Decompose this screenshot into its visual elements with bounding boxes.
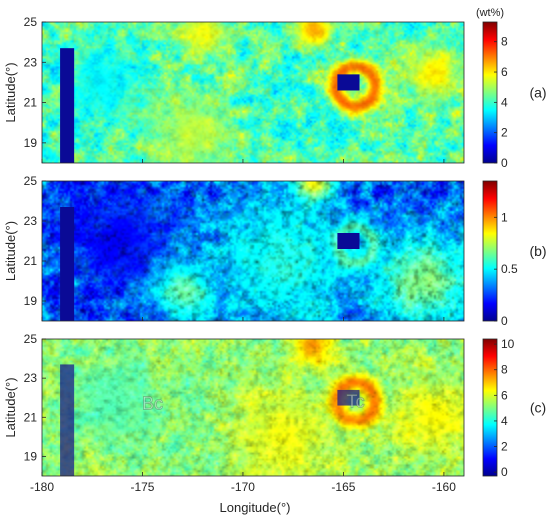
colorbar-gradient <box>482 180 498 322</box>
colorbar-b: 00.51 <box>482 180 518 328</box>
colorbar-gradient <box>482 21 498 164</box>
y-tick-label: 25 <box>24 15 38 29</box>
heatmap-c <box>42 339 464 476</box>
y-tick-label: 19 <box>24 449 38 463</box>
panel-label: (c) <box>530 400 546 416</box>
y-tick-label: 25 <box>24 332 38 346</box>
y-tick-label: 19 <box>24 136 38 150</box>
y-axis-label: Latitude(°) <box>3 377 18 437</box>
x-tick-label: -160 <box>432 480 456 494</box>
map-annotation: Tc <box>346 392 364 412</box>
colorbar-tick-label: 6 <box>501 388 508 402</box>
y-tick-label: 23 <box>24 55 38 69</box>
plot-frame <box>41 180 465 322</box>
heatmap-a <box>42 22 464 163</box>
colorbar-tick-label: 4 <box>501 95 508 109</box>
no-data-mask <box>60 364 75 476</box>
colorbar-c: 0 2 4 6 8 10 <box>482 337 515 479</box>
colorbar-tick-label: 1 <box>501 210 508 224</box>
colorbar-unit-label: (wt%) <box>476 7 504 19</box>
y-tick-label: 21 <box>24 96 38 110</box>
panel-a: 19 21 23 25 Latitude(°) 0 2 4 6 8 (wt%) (a) <box>3 7 547 170</box>
x-tick-label: -165 <box>331 480 355 494</box>
no-data-mask <box>337 389 360 406</box>
x-axis: -180 -175 -170 -165 -160 <box>30 480 456 494</box>
colorbar-tick-label: 2 <box>501 126 508 140</box>
plot-frame <box>41 21 465 164</box>
colorbar-tick-label: 0.5 <box>501 262 518 276</box>
y-tick-label: 19 <box>24 294 38 308</box>
y-tick-label: 21 <box>24 410 38 424</box>
x-tick-label: -170 <box>231 480 255 494</box>
x-tick-label: -175 <box>130 480 154 494</box>
y-tick-label: 21 <box>24 254 38 268</box>
y-axis-label: Latitude(°) <box>3 221 18 281</box>
panels: 19212325Latitude(°)02468(wt%)(a)19212325… <box>3 7 547 479</box>
panel-c: Bc Tc 19 21 23 25 Latitude(°) 0 2 4 6 8 10 (c) <box>3 332 546 479</box>
colorbar-tick-label: 0 <box>501 314 508 328</box>
plot-frame <box>41 338 465 477</box>
colorbar-tick-label: 8 <box>501 363 508 377</box>
colorbar-tick-label: 8 <box>501 35 508 49</box>
no-data-mask <box>60 207 75 321</box>
colorbar-tick-label: 2 <box>501 440 508 454</box>
heatmap-b <box>42 181 464 321</box>
x-axis-label: Longitude(°) <box>220 500 291 515</box>
colorbar-tick-label: 0 <box>501 156 508 170</box>
panel-label: (b) <box>529 243 546 259</box>
colorbar-tick-label: 0 <box>501 465 508 479</box>
y-axis-label: Latitude(°) <box>3 62 18 122</box>
no-data-mask <box>60 48 75 163</box>
colorbar-tick-label: 4 <box>501 414 508 428</box>
y-tick-label: 23 <box>24 371 38 385</box>
map-annotation: Bc <box>142 394 163 414</box>
no-data-mask <box>337 74 360 91</box>
y-tick-label: 23 <box>24 214 38 228</box>
colorbar-a: 0 2 4 6 8 (wt%) <box>476 7 508 170</box>
colorbar-tick-label: 10 <box>501 337 515 351</box>
panel-label: (a) <box>529 85 546 101</box>
no-data-mask <box>337 233 360 249</box>
colorbar-tick-label: 6 <box>501 65 508 79</box>
x-tick-label: -180 <box>30 480 54 494</box>
colorbar-gradient <box>482 338 498 477</box>
y-tick-label: 25 <box>24 174 38 188</box>
